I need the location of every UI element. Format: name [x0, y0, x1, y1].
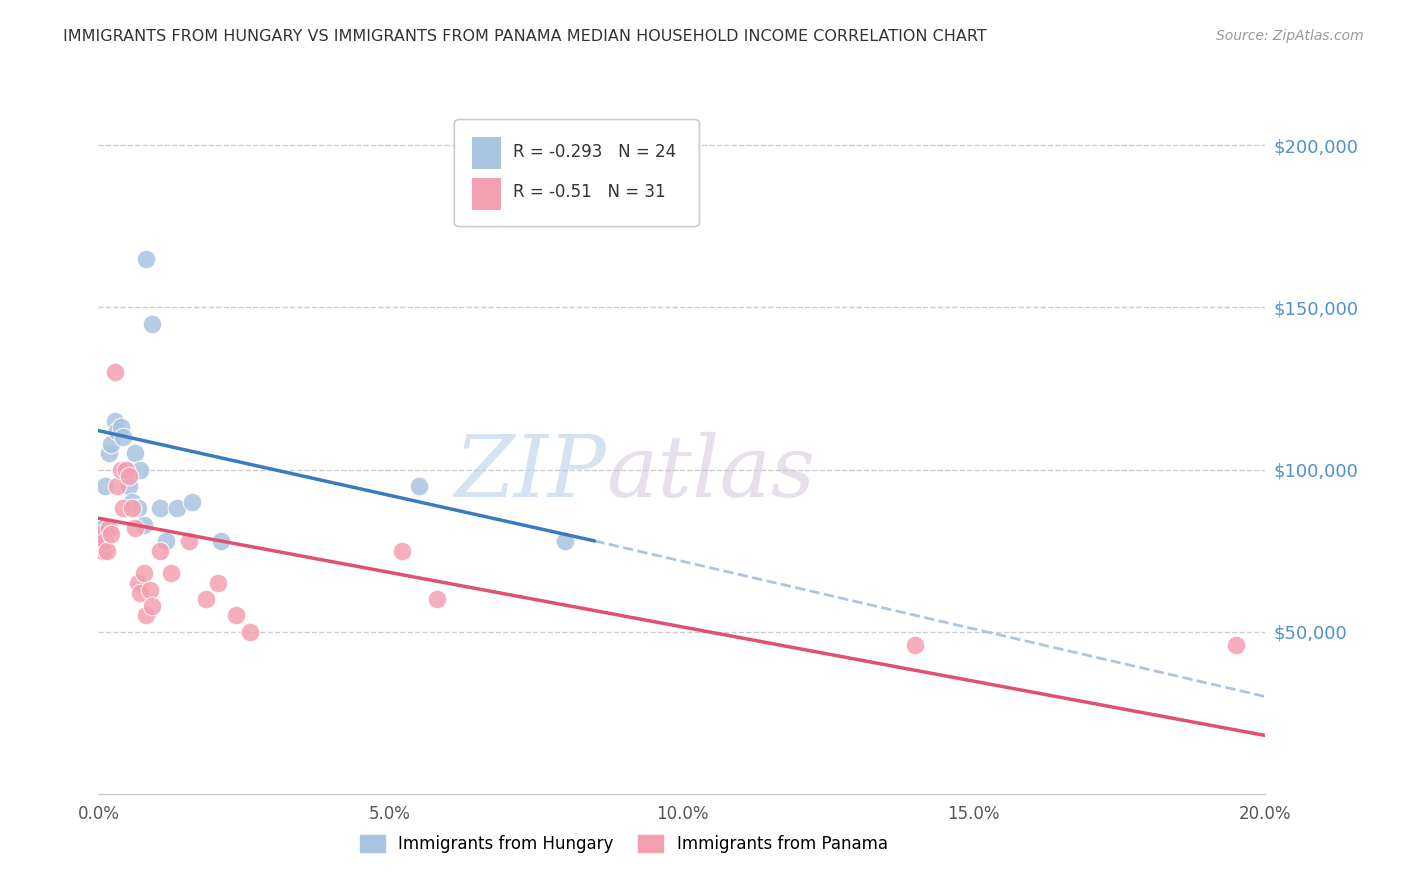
Point — [149, 543, 172, 558]
Point — [104, 414, 127, 428]
Text: IMMIGRANTS FROM HUNGARY VS IMMIGRANTS FROM PANAMA MEDIAN HOUSEHOLD INCOME CORREL: IMMIGRANTS FROM HUNGARY VS IMMIGRANTS FR… — [63, 29, 987, 44]
Point — [135, 252, 157, 266]
Point — [91, 521, 114, 535]
Point — [141, 317, 163, 331]
Bar — [472, 178, 501, 211]
Point — [141, 599, 163, 613]
Point — [94, 479, 117, 493]
Point — [139, 582, 162, 597]
Point — [115, 462, 138, 476]
Point — [132, 517, 155, 532]
Point — [96, 543, 118, 558]
Point — [129, 586, 152, 600]
Text: atlas: atlas — [606, 432, 815, 514]
Point — [155, 533, 177, 548]
Text: ZIP: ZIP — [454, 432, 606, 514]
Text: R = -0.51   N = 31: R = -0.51 N = 31 — [513, 184, 665, 202]
Point — [225, 608, 247, 623]
Point — [160, 566, 183, 581]
Point — [408, 479, 430, 493]
Text: R = -0.293   N = 24: R = -0.293 N = 24 — [513, 143, 676, 161]
Point — [239, 624, 262, 639]
Point — [127, 576, 149, 591]
Point — [90, 527, 112, 541]
Point — [129, 462, 152, 476]
FancyBboxPatch shape — [454, 120, 699, 227]
Point — [110, 462, 132, 476]
Point — [105, 479, 128, 493]
Point — [91, 543, 114, 558]
Point — [166, 501, 188, 516]
Point — [177, 533, 200, 548]
Point — [195, 592, 218, 607]
Point — [115, 462, 138, 476]
Point — [554, 533, 576, 548]
Bar — [472, 137, 501, 169]
Point — [149, 501, 172, 516]
Point — [180, 495, 202, 509]
Point — [209, 533, 232, 548]
Point — [97, 446, 120, 460]
Point — [94, 533, 117, 548]
Point — [97, 521, 120, 535]
Point — [1225, 638, 1247, 652]
Point — [111, 430, 134, 444]
Point — [118, 479, 141, 493]
Point — [207, 576, 229, 591]
Point — [426, 592, 449, 607]
Point — [124, 521, 146, 535]
Point — [121, 501, 143, 516]
Point — [105, 424, 128, 438]
Point — [118, 469, 141, 483]
Point — [904, 638, 927, 652]
Point — [132, 566, 155, 581]
Point — [111, 501, 134, 516]
Point — [100, 436, 122, 450]
Point — [110, 420, 132, 434]
Point — [121, 495, 143, 509]
Point — [127, 501, 149, 516]
Point — [391, 543, 413, 558]
Text: Source: ZipAtlas.com: Source: ZipAtlas.com — [1216, 29, 1364, 43]
Point — [124, 446, 146, 460]
Legend: Immigrants from Hungary, Immigrants from Panama: Immigrants from Hungary, Immigrants from… — [360, 835, 887, 854]
Point — [104, 365, 127, 379]
Point — [100, 527, 122, 541]
Point — [135, 608, 157, 623]
